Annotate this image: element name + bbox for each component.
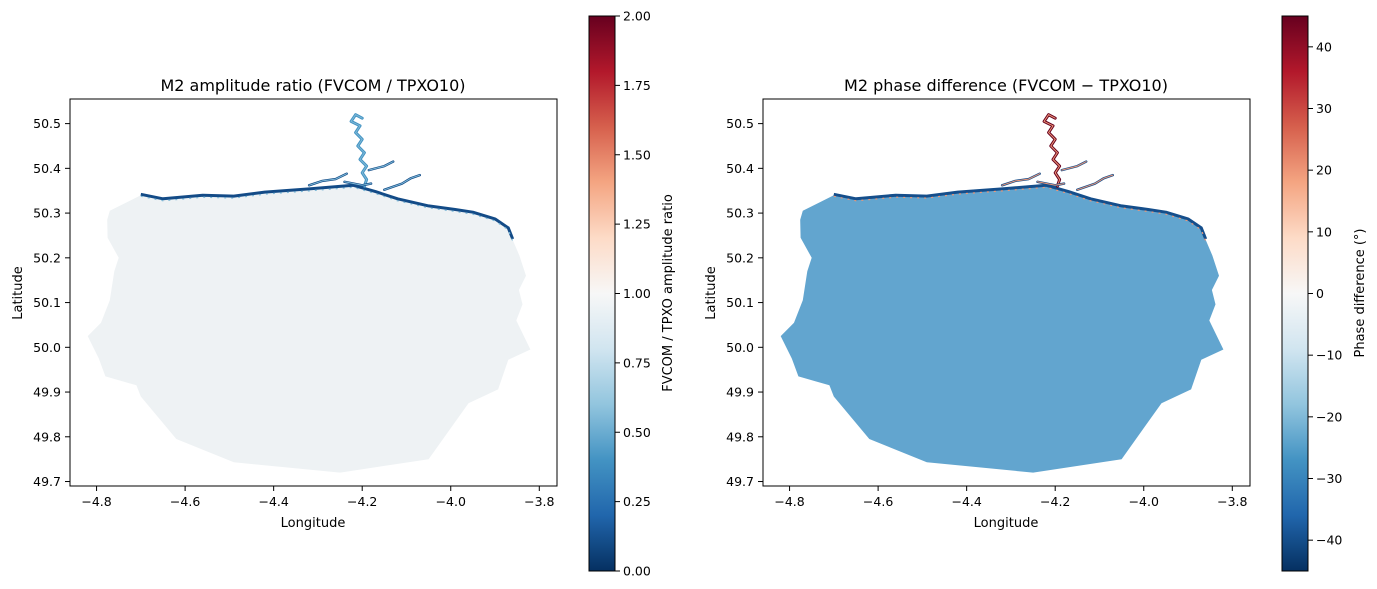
x-tick-label: −4.6 bbox=[863, 494, 893, 509]
colorbar-tick-label: −30 bbox=[1316, 471, 1342, 486]
estuary-channel-core-phase bbox=[1061, 161, 1087, 171]
estuary-channel-core-phase bbox=[1037, 181, 1065, 186]
y-tick-label: 49.8 bbox=[726, 429, 754, 444]
y-tick-label: 50.1 bbox=[33, 295, 61, 310]
y-axis-label-amplitude: Latitude bbox=[11, 266, 26, 320]
y-tick-label: 50.2 bbox=[33, 250, 61, 265]
x-tick-label: −3.8 bbox=[524, 494, 554, 509]
estuary-channel-core-phase bbox=[1043, 114, 1061, 187]
estuary-channel-core-amplitude bbox=[344, 181, 372, 186]
model-domain-amplitude bbox=[87, 186, 531, 473]
coastline-band-phase bbox=[833, 183, 1208, 240]
coastline-band-amplitude bbox=[140, 183, 515, 240]
x-tick-label: −3.8 bbox=[1217, 494, 1247, 509]
colorbar-tick-label: 1.50 bbox=[623, 147, 651, 162]
colorbar-tick-label: 0.25 bbox=[623, 494, 651, 509]
colorbar-tick-label: 30 bbox=[1316, 101, 1332, 116]
colorbar-tick-label: 1.75 bbox=[623, 78, 651, 93]
y-tick-label: 49.7 bbox=[33, 474, 61, 489]
panel-phase: M2 phase difference (FVCOM − TPXO10) −4.… bbox=[704, 15, 1368, 572]
y-tick-label: 49.8 bbox=[33, 429, 61, 444]
colorbar-tick-label: −20 bbox=[1316, 409, 1342, 424]
y-tick-label: 50.4 bbox=[33, 161, 61, 176]
x-ticks-phase: −4.8 −4.6 −4.4 −4.2 −4.0 −3.8 bbox=[774, 486, 1248, 509]
x-tick-label: −4.2 bbox=[1040, 494, 1070, 509]
y-axis-label-phase: Latitude bbox=[704, 266, 719, 320]
coastline-detail-amplitude bbox=[140, 186, 514, 242]
estuary-channel-core-phase bbox=[1076, 174, 1114, 191]
y-tick-label: 50.5 bbox=[33, 116, 61, 131]
colorbar-tick-label: 2.00 bbox=[623, 9, 651, 24]
y-tick-label: 50.0 bbox=[33, 340, 61, 355]
estuary-channel-core-amplitude bbox=[383, 174, 421, 191]
y-tick-label: 50.5 bbox=[726, 116, 754, 131]
y-ticks-amplitude: 49.7 49.8 49.9 50.0 50.1 50.2 50.3 50.4 50.5 bbox=[33, 116, 70, 489]
estuary-channel-core-amplitude bbox=[308, 173, 348, 186]
y-tick-label: 49.7 bbox=[726, 474, 754, 489]
colorbar-phase bbox=[1281, 15, 1309, 572]
x-axis-label-amplitude: Longitude bbox=[281, 516, 346, 531]
x-tick-label: −4.4 bbox=[258, 494, 288, 509]
colorbar-tick-label: 20 bbox=[1316, 163, 1332, 178]
y-tick-label: 50.1 bbox=[726, 295, 754, 310]
x-tick-label: −4.2 bbox=[347, 494, 377, 509]
x-tick-label: −4.0 bbox=[1129, 494, 1159, 509]
colorbar-ticks-phase: −40 −30 −20 −10 0 10 20 30 40 bbox=[1308, 39, 1342, 548]
plot-frame-phase bbox=[762, 98, 1251, 487]
x-axis-label-phase: Longitude bbox=[974, 516, 1039, 531]
x-tick-label: −4.4 bbox=[951, 494, 981, 509]
map-layer-amplitude bbox=[87, 113, 531, 473]
colorbar-tick-label: 1.00 bbox=[623, 286, 651, 301]
y-ticks-phase: 49.7 49.8 49.9 50.0 50.1 50.2 50.3 50.4 50.5 bbox=[726, 116, 763, 489]
y-tick-label: 50.4 bbox=[726, 161, 754, 176]
y-tick-label: 50.3 bbox=[33, 206, 61, 221]
colorbar-label-amplitude: FVCOM / TPXO amplitude ratio bbox=[661, 194, 676, 392]
colorbar-tick-label: 10 bbox=[1316, 224, 1332, 239]
colorbar-label-phase: Phase difference (°) bbox=[1353, 229, 1368, 358]
y-tick-label: 50.0 bbox=[726, 340, 754, 355]
x-tick-label: −4.6 bbox=[170, 494, 200, 509]
colorbar-ticks-amplitude: 0.00 0.25 0.50 0.75 1.00 1.25 1.50 1.75 2.00 bbox=[615, 9, 651, 579]
y-tick-label: 49.9 bbox=[33, 385, 61, 400]
x-tick-label: −4.8 bbox=[774, 494, 804, 509]
colorbar-tick-label: −40 bbox=[1316, 533, 1342, 548]
colorbar-tick-label: 0.00 bbox=[623, 564, 651, 579]
y-tick-label: 49.9 bbox=[726, 385, 754, 400]
x-ticks-amplitude: −4.8 −4.6 −4.4 −4.2 −4.0 −3.8 bbox=[81, 486, 555, 509]
colorbar-tick-label: 0 bbox=[1316, 286, 1324, 301]
x-tick-label: −4.0 bbox=[436, 494, 466, 509]
colorbar-tick-label: −10 bbox=[1316, 348, 1342, 363]
x-tick-label: −4.8 bbox=[81, 494, 111, 509]
chart-title-amplitude: M2 amplitude ratio (FVCOM / TPXO10) bbox=[160, 76, 465, 95]
coastline-detail-phase bbox=[833, 186, 1207, 242]
map-layer-phase bbox=[780, 113, 1224, 473]
estuary-channel-core-phase bbox=[1001, 173, 1041, 186]
plot-frame-amplitude bbox=[69, 98, 558, 487]
colorbar-amplitude bbox=[588, 15, 616, 572]
colorbar-tick-label: 1.25 bbox=[623, 217, 651, 232]
colorbar-tick-label: 0.75 bbox=[623, 355, 651, 370]
colorbar-tick-label: 40 bbox=[1316, 39, 1332, 54]
estuary-channel-core-amplitude bbox=[368, 161, 394, 171]
estuary-channel-core-amplitude bbox=[350, 114, 368, 187]
model-domain-phase bbox=[780, 186, 1224, 473]
colorbar-tick-label: 0.50 bbox=[623, 425, 651, 440]
y-tick-label: 50.3 bbox=[726, 206, 754, 221]
panel-amplitude: M2 amplitude ratio (FVCOM / TPXO10) −4.8… bbox=[11, 9, 676, 579]
chart-title-phase: M2 phase difference (FVCOM − TPXO10) bbox=[844, 76, 1168, 95]
y-tick-label: 50.2 bbox=[726, 250, 754, 265]
